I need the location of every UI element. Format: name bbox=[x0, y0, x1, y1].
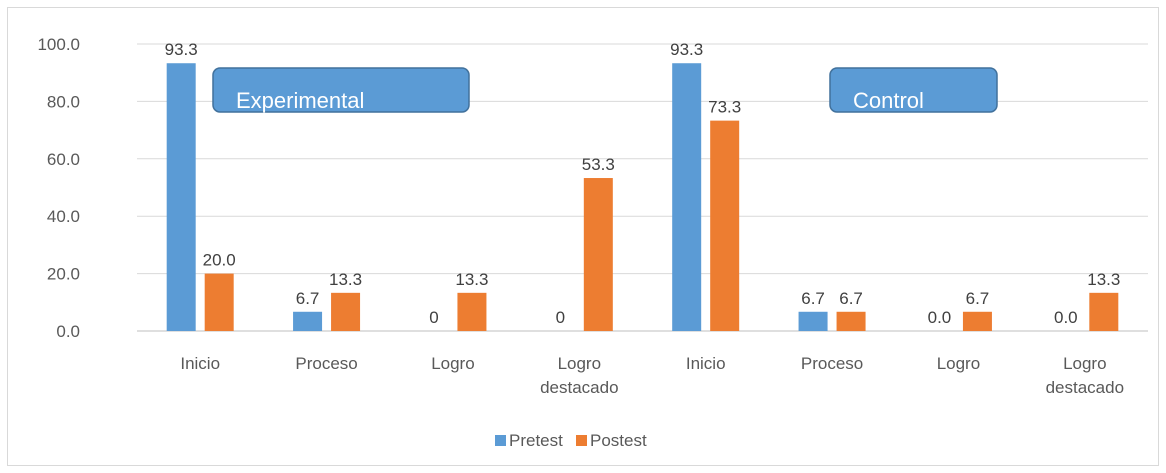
bar-postest bbox=[1089, 292, 1119, 331]
bar-pretest bbox=[798, 311, 828, 331]
group-label: Control bbox=[853, 88, 924, 113]
bar-pretest bbox=[672, 63, 702, 331]
y-tick-label: 40.0 bbox=[47, 207, 80, 226]
bar-postest bbox=[457, 292, 487, 331]
data-label: 6.7 bbox=[296, 289, 320, 308]
data-label: 20.0 bbox=[203, 251, 236, 270]
x-category-label: Proceso bbox=[295, 354, 357, 373]
data-label: 13.3 bbox=[455, 270, 488, 289]
data-label: 0.0 bbox=[1054, 308, 1078, 327]
bar-pretest bbox=[166, 63, 196, 331]
data-label: 93.3 bbox=[165, 40, 198, 59]
data-label: 0.0 bbox=[928, 308, 952, 327]
data-label: 73.3 bbox=[708, 98, 741, 117]
bar-postest bbox=[583, 178, 613, 331]
legend-swatch-postest bbox=[576, 435, 587, 446]
x-category-label: Logro bbox=[431, 354, 474, 373]
bar-postest bbox=[204, 273, 234, 331]
data-label: 6.7 bbox=[801, 289, 825, 308]
x-category-label: Proceso bbox=[801, 354, 863, 373]
legend-swatch-pretest bbox=[495, 435, 506, 446]
bar-postest bbox=[836, 311, 866, 331]
bar-pretest bbox=[293, 311, 323, 331]
bar-postest bbox=[331, 292, 361, 331]
data-label: 6.7 bbox=[966, 289, 990, 308]
legend-label: Postest bbox=[590, 431, 647, 450]
y-tick-label: 20.0 bbox=[47, 265, 80, 284]
y-tick-label: 0.0 bbox=[56, 322, 80, 341]
x-category-label: Logro destacado bbox=[1046, 354, 1124, 397]
x-category-label: Logro destacado bbox=[540, 354, 618, 397]
data-label: 93.3 bbox=[670, 40, 703, 59]
bar-postest bbox=[710, 120, 740, 331]
x-category-label: Inicio bbox=[686, 354, 726, 373]
group-label: Experimental bbox=[236, 88, 364, 113]
y-tick-label: 60.0 bbox=[47, 150, 80, 169]
x-category-label: Inicio bbox=[180, 354, 220, 373]
y-tick-label: 80.0 bbox=[47, 92, 80, 111]
group-box-experimental bbox=[212, 67, 470, 113]
x-category-label: Logro bbox=[937, 354, 980, 373]
group-box-control bbox=[829, 67, 998, 113]
y-tick-label: 100.0 bbox=[37, 35, 80, 54]
data-label: 0 bbox=[429, 308, 438, 327]
legend-label: Pretest bbox=[509, 431, 563, 450]
data-label: 53.3 bbox=[582, 155, 615, 174]
data-label: 13.3 bbox=[1087, 270, 1120, 289]
data-label: 13.3 bbox=[329, 270, 362, 289]
data-label: 6.7 bbox=[839, 289, 863, 308]
data-label: 0 bbox=[556, 308, 565, 327]
bar-postest bbox=[962, 311, 992, 331]
